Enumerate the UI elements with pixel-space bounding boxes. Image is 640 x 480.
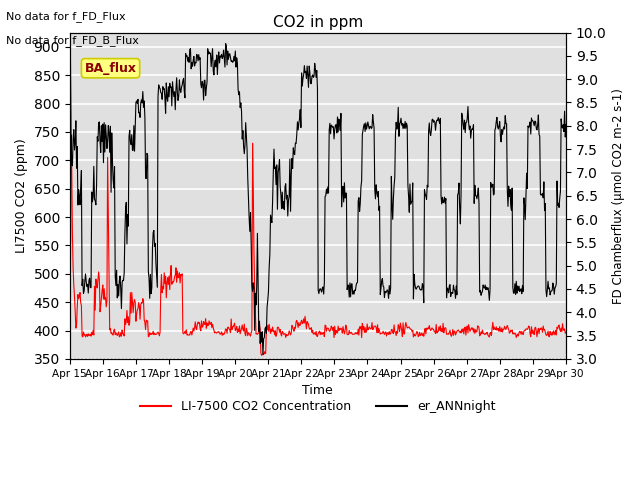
Y-axis label: FD Chamberflux (μmol CO2 m-2 s-1): FD Chamberflux (μmol CO2 m-2 s-1) [612, 88, 625, 304]
Text: No data for f_FD_B_Flux: No data for f_FD_B_Flux [6, 35, 140, 46]
Title: CO2 in ppm: CO2 in ppm [273, 15, 363, 30]
Y-axis label: LI7500 CO2 (ppm): LI7500 CO2 (ppm) [15, 138, 28, 253]
X-axis label: Time: Time [303, 384, 333, 397]
Text: No data for f_FD_Flux: No data for f_FD_Flux [6, 11, 126, 22]
Text: BA_flux: BA_flux [84, 62, 136, 75]
Legend: LI-7500 CO2 Concentration, er_ANNnight: LI-7500 CO2 Concentration, er_ANNnight [135, 395, 501, 418]
